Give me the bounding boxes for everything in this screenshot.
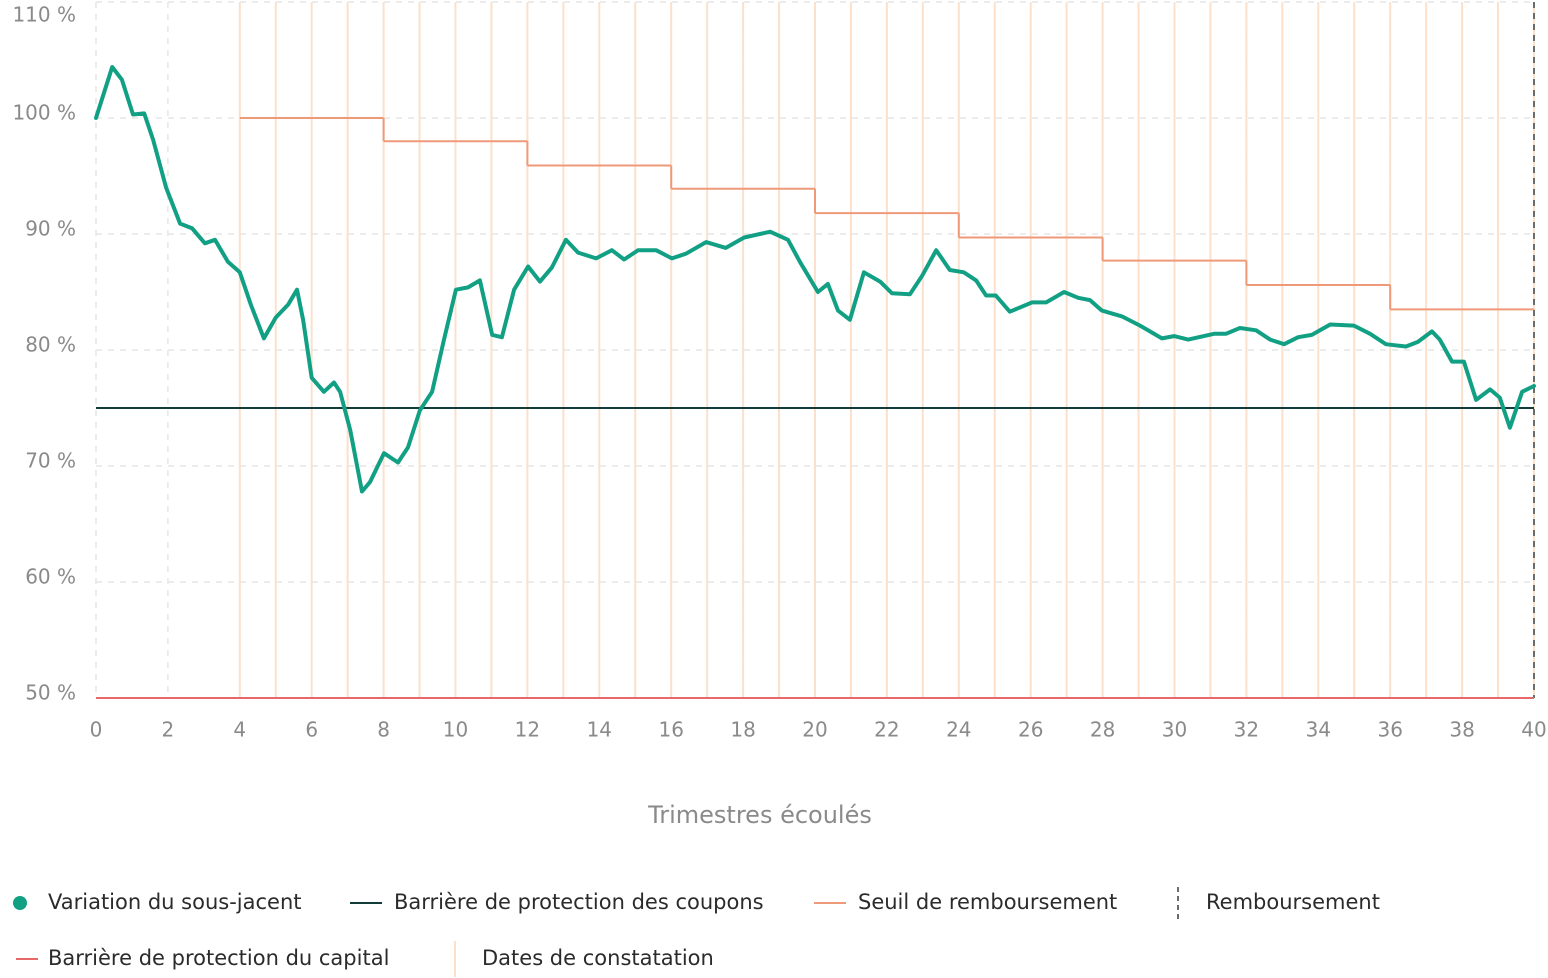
x-tick-label: 20 xyxy=(802,718,827,742)
x-tick-label: 14 xyxy=(587,718,612,742)
x-tick-label: 16 xyxy=(658,718,683,742)
x-tick-label: 0 xyxy=(90,718,103,742)
y-tick-label: 70 % xyxy=(25,449,76,473)
legend-label: Variation du sous-jacent xyxy=(48,890,302,914)
y-tick-label: 90 % xyxy=(25,217,76,241)
x-tick-label: 38 xyxy=(1449,718,1474,742)
y-tick-label: 100 % xyxy=(12,101,76,125)
x-tick-label: 40 xyxy=(1521,718,1546,742)
y-tick-label: 50 % xyxy=(25,681,76,705)
legend-label: Seuil de remboursement xyxy=(858,890,1117,914)
x-tick-label: 34 xyxy=(1306,718,1331,742)
series-line xyxy=(94,65,1536,494)
x-tick-label: 10 xyxy=(443,718,468,742)
x-tick-label: 12 xyxy=(515,718,540,742)
legend-label: Remboursement xyxy=(1206,890,1380,914)
y-tick-label: 60 % xyxy=(25,565,76,589)
x-tick-label: 32 xyxy=(1234,718,1259,742)
legend-marker xyxy=(13,896,27,910)
x-tick-label: 22 xyxy=(874,718,899,742)
x-axis-label: Trimestres écoulés xyxy=(647,801,872,829)
x-tick-label: 6 xyxy=(305,718,318,742)
x-tick-label: 36 xyxy=(1377,718,1402,742)
x-tick-label: 4 xyxy=(233,718,246,742)
x-tick-label: 28 xyxy=(1090,718,1115,742)
x-tick-label: 18 xyxy=(730,718,755,742)
x-tick-label: 30 xyxy=(1162,718,1187,742)
y-tick-label: 110 % xyxy=(12,3,76,27)
legend-label: Barrière de protection du capital xyxy=(48,946,389,970)
legend-label: Dates de constatation xyxy=(482,946,714,970)
y-tick-label: 80 % xyxy=(25,333,76,357)
x-tick-label: 24 xyxy=(946,718,971,742)
x-tick-label: 26 xyxy=(1018,718,1043,742)
x-tick-label: 8 xyxy=(377,718,390,742)
x-tick-label: 2 xyxy=(162,718,175,742)
legend-label: Barrière de protection des coupons xyxy=(394,890,764,914)
